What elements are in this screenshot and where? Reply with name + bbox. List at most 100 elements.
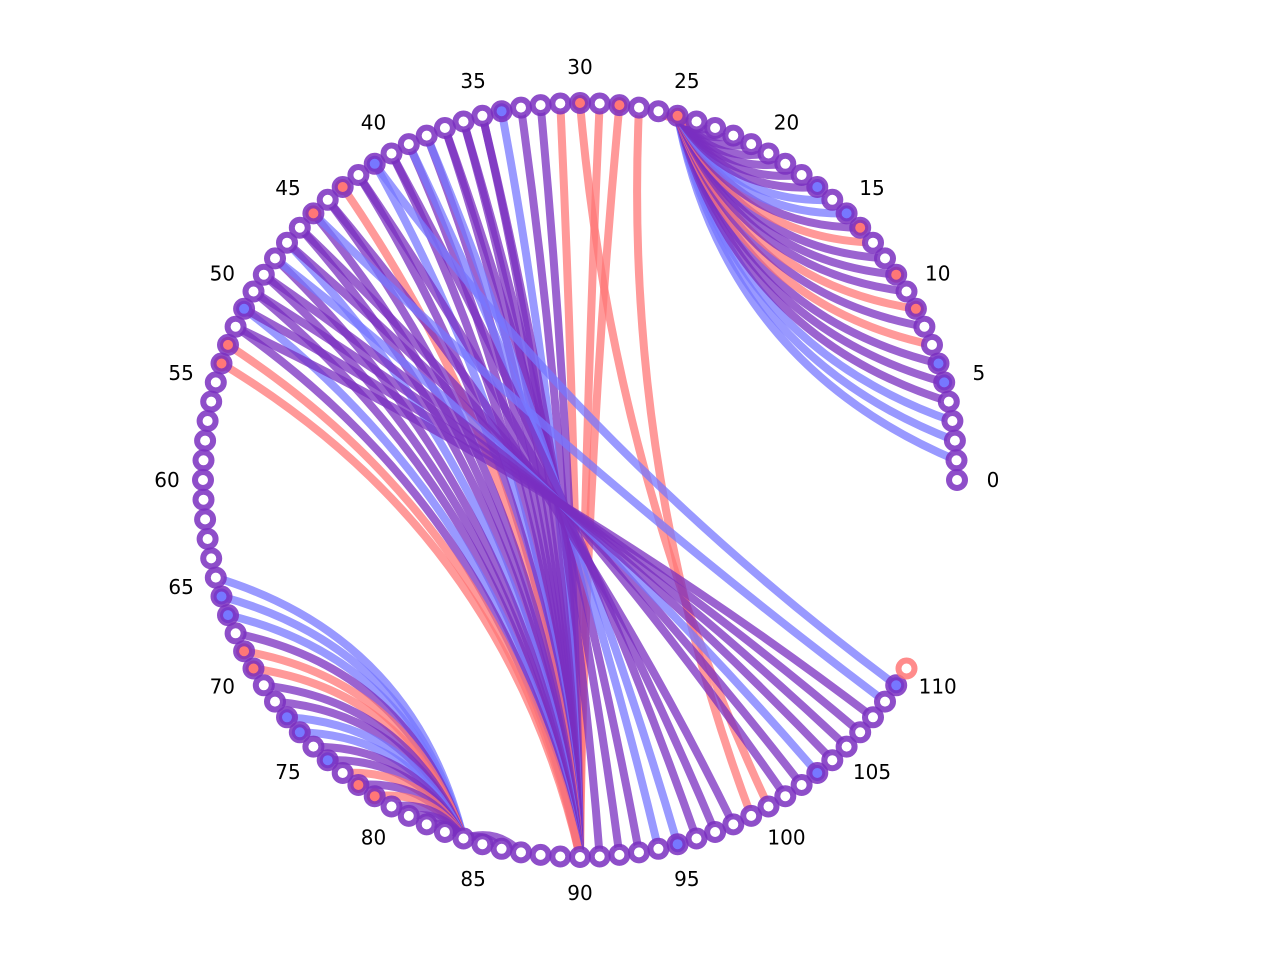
node-63 [196,528,219,550]
tick-label-95: 95 [674,867,699,891]
chord-54-90 [217,359,584,861]
node-50 [242,280,265,303]
node-75 [302,735,325,758]
node-31 [549,92,572,115]
node-77 [331,762,354,784]
node-28 [608,94,631,117]
node-9 [904,297,927,320]
node-65 [204,566,227,589]
chord-107-52 [231,322,877,722]
node-4 [937,390,960,413]
node-57 [196,410,219,432]
node-83 [433,821,456,843]
node-71 [252,674,275,697]
node-0 [946,469,968,491]
node-108 [874,690,896,713]
node-18 [790,164,813,186]
node-81 [397,804,420,827]
node-73 [276,706,298,729]
node-16 [821,188,844,211]
node-15 [835,202,858,225]
tick-label-layer: 0 5 10 15 20 25 30 35 40 45 50 55 60 65 70 75 80 85 90 95 10… [154,55,999,905]
node-46 [288,216,311,239]
node-68 [224,622,247,645]
node-98 [722,813,745,836]
tick-label-75: 75 [275,760,300,784]
node-89 [549,845,572,868]
node-87 [510,841,532,864]
node-43 [331,176,354,198]
node-67 [217,604,239,627]
node-44 [316,188,339,211]
node-105 [835,735,858,758]
node-29 [588,92,611,115]
node-48 [264,247,286,270]
node-37 [433,117,456,139]
node-17 [806,176,829,198]
tick-label-50: 50 [210,262,235,286]
tick-label-20: 20 [774,110,799,134]
node-11 [885,263,908,286]
node-60 [192,469,214,491]
node-99 [740,804,763,827]
node-69 [233,640,256,663]
tick-label-70: 70 [210,675,235,699]
node-106 [849,721,872,744]
node-35 [471,104,494,127]
chord-27-99 [633,103,756,820]
tick-label-100: 100 [767,826,805,850]
tick-label-65: 65 [168,575,193,599]
tick-label-40: 40 [361,110,386,134]
node-20 [757,142,780,165]
node-66 [210,585,233,608]
node-59 [192,449,215,472]
node-88 [529,843,552,866]
node-22 [722,124,745,147]
node-96 [685,827,708,850]
node-102 [790,774,813,796]
node-52 [224,315,247,338]
node-45 [302,202,325,225]
node-3 [941,410,964,432]
tick-label-5: 5 [973,361,986,385]
node-32 [529,94,552,117]
tick-label-10: 10 [925,262,950,286]
node-82 [415,813,438,836]
node-97 [704,821,727,843]
node-21 [740,133,763,156]
node-49 [252,263,275,286]
node-26 [647,100,670,123]
node-39 [397,133,420,156]
node-19 [774,152,797,175]
tick-label-90: 90 [567,881,592,905]
node-78 [347,774,370,796]
node-2 [943,429,966,452]
tick-label-55: 55 [168,361,193,385]
node-61 [192,488,215,511]
node-40 [380,142,403,165]
node-36 [452,110,475,133]
node-55 [204,371,227,394]
node-6 [927,352,950,375]
node-90 [569,846,591,868]
node-95 [666,833,689,856]
node-24 [685,110,708,133]
node-107 [862,706,884,729]
node-86 [490,837,513,860]
node-23 [704,117,727,139]
node-101 [774,785,797,808]
node-62 [194,508,217,531]
node-42 [347,164,370,186]
node-34 [490,100,513,123]
node-92 [608,843,631,866]
node-54 [210,352,233,375]
node-30 [569,92,591,114]
node-94 [647,837,670,860]
node-103 [806,762,829,784]
node-25 [666,104,689,127]
node-14 [849,216,872,239]
node-72 [264,690,286,713]
node-27 [628,96,650,119]
node-5 [933,371,956,394]
node-74 [288,721,311,744]
